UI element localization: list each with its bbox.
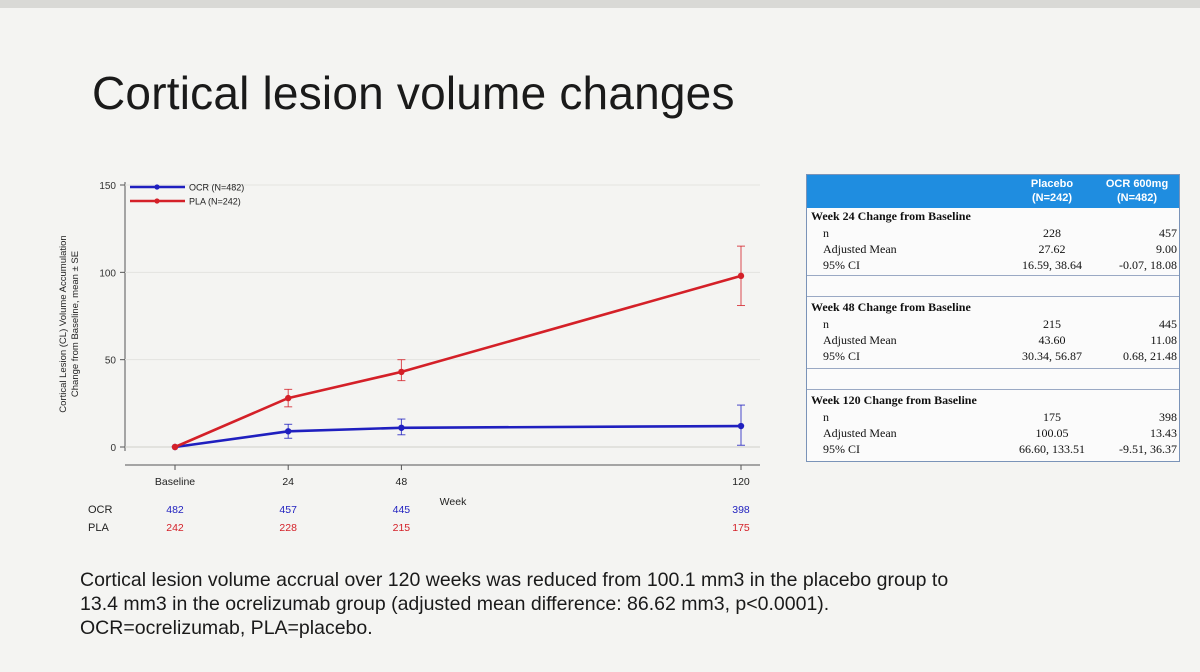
ocr-value: 398	[1159, 410, 1177, 424]
at-risk-count: 242	[166, 522, 184, 534]
placebo-header-line1: Placebo	[1030, 178, 1074, 190]
at-risk-row-label: OCR	[88, 504, 113, 516]
line-chart: 0 50 100 150 Baseline 24 48 120 Week Cortical Les…	[58, 181, 760, 534]
caption: Cortical lesion volume accrual over 120 …	[80, 568, 1120, 640]
section-title: Week 24 Change from Baseline	[811, 209, 971, 223]
ocr-legend-label: OCR (N=482)	[189, 183, 244, 193]
y-tick-label: 150	[99, 181, 116, 192]
ocr-data-point	[737, 422, 745, 430]
ocr-value: -0.07, 18.08	[1119, 258, 1177, 272]
table-divider	[807, 389, 1179, 390]
section-title: Week 48 Change from Baseline	[811, 300, 971, 314]
slide-top-band	[0, 0, 1200, 8]
ocr-value: 11.08	[1150, 333, 1177, 347]
table-divider	[807, 296, 1179, 297]
table-row: n 215 445	[807, 317, 1179, 333]
x-axis-label: Week	[440, 496, 467, 508]
row-label: 95% CI	[823, 442, 860, 456]
placebo-value: 228	[1043, 226, 1061, 240]
table-row: 95% CI 66.60, 133.51 -9.51, 36.37	[807, 442, 1179, 458]
caption-line: 13.4 mm3 in the ocrelizumab group (adjus…	[80, 593, 830, 615]
row-label: 95% CI	[823, 349, 860, 363]
pla-data-point	[285, 394, 292, 402]
ocr-header-line1: OCR 600mg	[1105, 178, 1169, 190]
row-label: n	[823, 226, 829, 240]
at-risk-count: 457	[279, 504, 297, 516]
x-tick-label: 120	[732, 476, 750, 488]
row-label: Adjusted Mean	[823, 426, 897, 440]
ocr-value: 457	[1159, 226, 1177, 240]
at-risk-count: 175	[732, 522, 750, 534]
ocr-value: 445	[1159, 317, 1177, 331]
at-risk-count: 228	[279, 522, 297, 534]
ocr-legend-marker	[154, 184, 160, 190]
row-label: Adjusted Mean	[823, 333, 897, 347]
placebo-value: 27.62	[1038, 242, 1066, 256]
ocr-data-point	[285, 428, 292, 435]
ocr-data-point	[398, 424, 405, 431]
caption-line: Cortical lesion volume accrual over 120 …	[80, 569, 949, 591]
y-axis-label-line2: Change from Baseline, mean ± SE	[70, 251, 81, 397]
placebo-value: 215	[1043, 317, 1061, 331]
placebo-column-header: Placebo (N=242)	[1007, 177, 1097, 205]
row-label: 95% CI	[823, 258, 860, 272]
pla-data-point	[737, 272, 745, 280]
placebo-value: 100.05	[1035, 426, 1069, 440]
y-tick-label: 0	[110, 443, 116, 454]
placebo-header-line2: (N=242)	[1031, 192, 1073, 204]
table-row: Adjusted Mean 43.60 11.08	[807, 333, 1179, 349]
table-row: 95% CI 16.59, 38.64 -0.07, 18.08	[807, 258, 1179, 274]
placebo-value: 175	[1043, 410, 1061, 424]
row-label: n	[823, 410, 829, 424]
table-row: n 228 457	[807, 226, 1179, 242]
row-label: Adjusted Mean	[823, 242, 897, 256]
ocr-value: -9.51, 36.37	[1119, 442, 1177, 456]
x-tick-label: Baseline	[155, 476, 195, 488]
ocr-value: 9.00	[1156, 242, 1177, 256]
row-label: n	[823, 317, 829, 331]
at-risk-count: 215	[393, 522, 411, 534]
slide-title: Cortical lesion volume changes	[92, 67, 735, 119]
ocr-series-line	[174, 424, 742, 449]
y-axis-label-line1: Cortical Lesion (CL) Volume Accumulation	[58, 235, 69, 412]
pla-legend-label: PLA (N=242)	[189, 197, 241, 207]
y-tick-label: 50	[105, 356, 117, 367]
placebo-value: 66.60, 133.51	[1019, 442, 1085, 456]
pla-data-point	[171, 443, 179, 451]
table-row: Adjusted Mean 27.62 9.00	[807, 242, 1179, 258]
placebo-value: 30.34, 56.87	[1022, 349, 1082, 363]
section-title: Week 120 Change from Baseline	[811, 393, 977, 407]
table-row: 95% CI 30.34, 56.87 0.68, 21.48	[807, 349, 1179, 365]
at-risk-count: 445	[393, 504, 411, 516]
results-table: Placebo (N=242) OCR 600mg (N=482) Week 2…	[806, 174, 1180, 462]
ocr-value: 0.68, 21.48	[1123, 349, 1177, 363]
placebo-value: 43.60	[1038, 333, 1066, 347]
x-tick-label: 48	[396, 476, 408, 488]
pla-series-line	[174, 274, 742, 449]
table-row: Adjusted Mean 100.05 13.43	[807, 426, 1179, 442]
pla-data-point	[398, 368, 405, 376]
placebo-value: 16.59, 38.64	[1022, 258, 1082, 272]
at-risk-count: 398	[732, 504, 750, 516]
at-risk-count: 482	[166, 504, 184, 516]
table-header: Placebo (N=242) OCR 600mg (N=482)	[807, 175, 1179, 208]
caption-line: OCR=ocrelizumab, PLA=placebo.	[80, 617, 373, 639]
y-tick-label: 100	[99, 268, 116, 279]
x-tick-label: 24	[282, 476, 294, 488]
pla-legend-marker	[154, 198, 160, 204]
ocr-header-line2: (N=482)	[1116, 192, 1158, 204]
table-divider	[807, 368, 1179, 369]
at-risk-row-label: PLA	[88, 522, 109, 534]
table-row: n 175 398	[807, 410, 1179, 426]
ocr-value: 13.43	[1150, 426, 1177, 440]
table-divider	[807, 275, 1179, 276]
ocr-column-header: OCR 600mg (N=482)	[1092, 177, 1182, 205]
